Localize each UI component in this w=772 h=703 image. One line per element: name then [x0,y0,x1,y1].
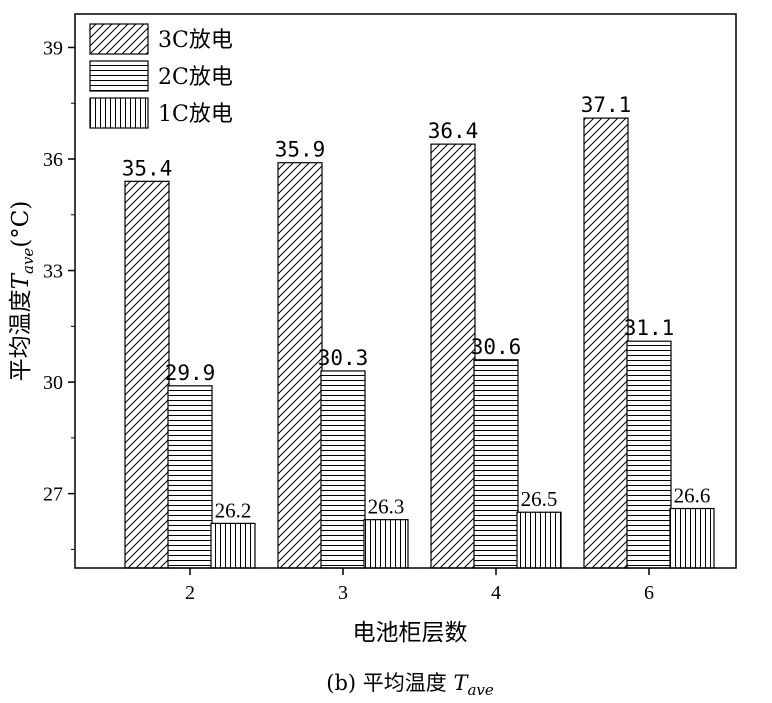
bar-series3-cat6 [669,507,715,569]
bars-layer [124,117,715,569]
data-label-series1-cat3: 35.9 [275,138,326,162]
bar-series3-cat2 [210,522,256,569]
y-tick-label-39: 39 [43,37,63,59]
y-tick-label-33: 33 [43,261,63,283]
data-label-series2-cat3: 30.3 [318,346,369,370]
bar-series1-cat6 [583,117,629,569]
x-tick-label-2: 2 [185,582,195,604]
x-tick-label-4: 4 [491,582,501,604]
data-labels-layer: 35.4 35.9 36.4 37.1 29.9 30.3 30.6 31.1 26.2 26.3… [122,93,711,522]
figure-caption: (b) 平均温度 Tave [326,671,494,699]
x-tick-label-6: 6 [644,582,654,604]
bar-series3-cat4 [516,511,562,569]
bar-series2-cat2 [167,385,213,569]
legend: 3C放电 2C放电 1C放电 [89,23,233,129]
bar-series3-cat3 [363,519,409,569]
x-axis: 2 3 4 6 [185,568,654,604]
legend-swatch-series1 [89,23,149,55]
y-tick-label-27: 27 [43,484,63,506]
bar-series2-cat4 [473,359,519,569]
data-label-series1-cat4: 36.4 [428,119,479,143]
bar-series2-cat6 [626,340,672,569]
data-label-series3-cat4: 26.5 [521,487,558,511]
y-axis: 27 30 33 36 39 [43,37,75,550]
data-label-series3-cat6: 26.6 [674,484,711,508]
bar-series1-cat2 [124,180,170,569]
x-axis-title: 电池柜层数 [353,620,468,646]
bar-series2-cat3 [320,370,366,569]
bar-series1-cat3 [277,162,323,569]
data-label-series3-cat3: 26.3 [368,495,405,519]
legend-label-series3: 1C放电 [158,102,233,127]
plot-frame [74,13,737,569]
legend-swatch-series3 [89,97,149,129]
data-label-series2-cat4: 30.6 [471,335,522,359]
data-label-series2-cat2: 29.9 [165,361,216,385]
data-label-series2-cat6: 31.1 [624,316,675,340]
y-axis-title: 平均温度Tave(°C) [8,201,37,382]
legend-label-series1: 3C放电 [158,28,233,53]
y-tick-label-36: 36 [43,149,63,171]
legend-swatch-series2 [89,60,149,92]
data-label-series3-cat2: 26.2 [215,498,252,522]
bar-series1-cat4 [430,143,476,569]
data-label-series1-cat2: 35.4 [122,156,173,180]
legend-label-series2: 2C放电 [158,65,233,90]
data-label-series1-cat6: 37.1 [581,93,632,117]
x-tick-label-3: 3 [338,582,348,604]
y-tick-label-30: 30 [43,372,63,394]
